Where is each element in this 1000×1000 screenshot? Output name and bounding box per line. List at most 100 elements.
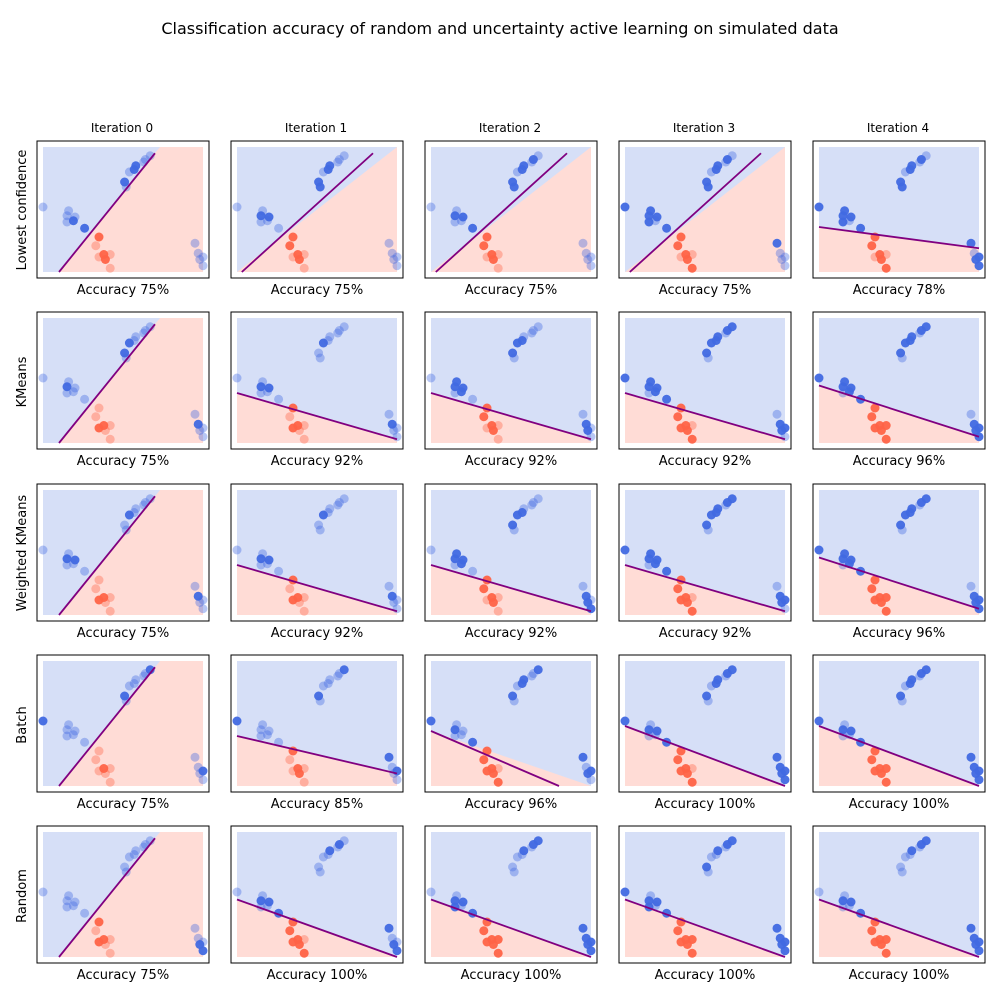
point-class-b: [881, 948, 891, 958]
point-class-a: [780, 261, 790, 271]
point-class-a: [450, 896, 460, 906]
point-class-a: [70, 897, 80, 907]
region-class-b: [59, 832, 203, 957]
point-class-a: [198, 766, 208, 776]
accuracy-label: Accuracy 92%: [659, 454, 751, 469]
point-class-a: [325, 846, 335, 856]
point-class-a: [120, 348, 130, 358]
decision-boundary: [818, 384, 980, 438]
point-class-a: [921, 322, 931, 332]
point-class-b: [867, 584, 877, 594]
plot-area: [38, 318, 208, 444]
point-class-a: [333, 671, 343, 681]
region-class-b: [237, 393, 397, 443]
point-class-a: [315, 525, 325, 535]
point-class-a: [339, 836, 349, 846]
plot-area: [620, 318, 790, 444]
point-class-a: [256, 388, 266, 398]
point-class-a: [509, 353, 519, 363]
point-class-a: [578, 581, 588, 591]
point-class-a: [966, 581, 976, 591]
point-class-a: [921, 494, 931, 504]
point-class-b: [91, 926, 101, 936]
point-class-a: [392, 937, 402, 947]
accuracy-label: Accuracy 85%: [271, 797, 363, 812]
point-class-b: [479, 926, 489, 936]
point-class-b: [299, 434, 309, 444]
point-class-b: [91, 584, 101, 594]
point-class-b: [285, 412, 295, 422]
region-class-b: [59, 147, 203, 272]
point-class-a: [509, 525, 519, 535]
axes-frame: [618, 654, 792, 793]
point-class-a: [325, 161, 335, 171]
point-class-a: [512, 852, 522, 862]
plot-area: [814, 832, 984, 958]
point-class-a: [772, 238, 782, 248]
point-class-a: [120, 177, 130, 187]
point-class-a: [586, 423, 596, 433]
point-class-b: [285, 584, 295, 594]
decision-boundary: [624, 898, 786, 958]
point-class-a: [662, 566, 672, 576]
point-class-a: [38, 545, 48, 555]
point-class-b: [673, 412, 683, 422]
point-class-a: [508, 348, 518, 358]
point-class-a: [703, 867, 713, 877]
point-class-a: [264, 212, 274, 222]
region-class-b: [59, 490, 203, 615]
plot-area: [232, 490, 402, 616]
point-class-a: [840, 377, 850, 387]
point-class-a: [258, 720, 268, 730]
point-class-a: [896, 862, 906, 872]
point-class-a: [780, 252, 790, 262]
point-class-a: [392, 252, 402, 262]
axes-frame: [812, 825, 986, 964]
point-class-b: [105, 606, 115, 616]
point-class-a: [256, 560, 266, 570]
point-class-b: [881, 764, 891, 773]
point-class-a: [315, 182, 325, 192]
axes-frame: [424, 311, 598, 450]
axes-frame: [36, 311, 210, 450]
point-class-a: [620, 716, 630, 726]
point-class-a: [124, 852, 134, 862]
axes-frame: [230, 825, 404, 964]
figure-title: Classification accuracy of random and un…: [161, 19, 838, 38]
point-class-a: [727, 665, 737, 675]
plot-area: [426, 318, 596, 444]
column-label-2: Iteration 2: [479, 121, 541, 135]
point-class-a: [650, 559, 660, 569]
point-class-a: [974, 252, 984, 262]
plot-area: [620, 661, 790, 787]
point-class-b: [493, 263, 503, 273]
point-class-a: [517, 336, 527, 345]
decision-boundary: [629, 152, 762, 273]
plot-area: [426, 661, 596, 787]
point-class-b: [299, 764, 309, 773]
point-class-a: [586, 604, 596, 614]
point-class-a: [703, 353, 713, 363]
axes-frame: [618, 311, 792, 450]
decision-boundary: [58, 666, 156, 787]
point-class-a: [509, 867, 519, 877]
point-class-b: [285, 926, 295, 936]
point-class-a: [519, 332, 529, 342]
point-class-a: [274, 394, 284, 404]
point-class-a: [131, 332, 141, 342]
axes-frame: [424, 654, 598, 793]
panel-r0-c1: Accuracy 75%: [230, 140, 404, 298]
point-class-a: [780, 595, 790, 605]
point-class-a: [974, 261, 984, 271]
point-class-a: [846, 212, 856, 222]
point-class-a: [264, 726, 274, 736]
point-class-a: [232, 202, 242, 212]
decision-boundary: [430, 392, 592, 441]
point-class-a: [450, 217, 460, 227]
point-class-a: [193, 419, 203, 429]
point-class-a: [129, 850, 139, 859]
point-class-a: [452, 377, 462, 387]
point-class-b: [881, 593, 891, 602]
point-class-b: [488, 598, 498, 607]
plot-area: [426, 490, 596, 616]
